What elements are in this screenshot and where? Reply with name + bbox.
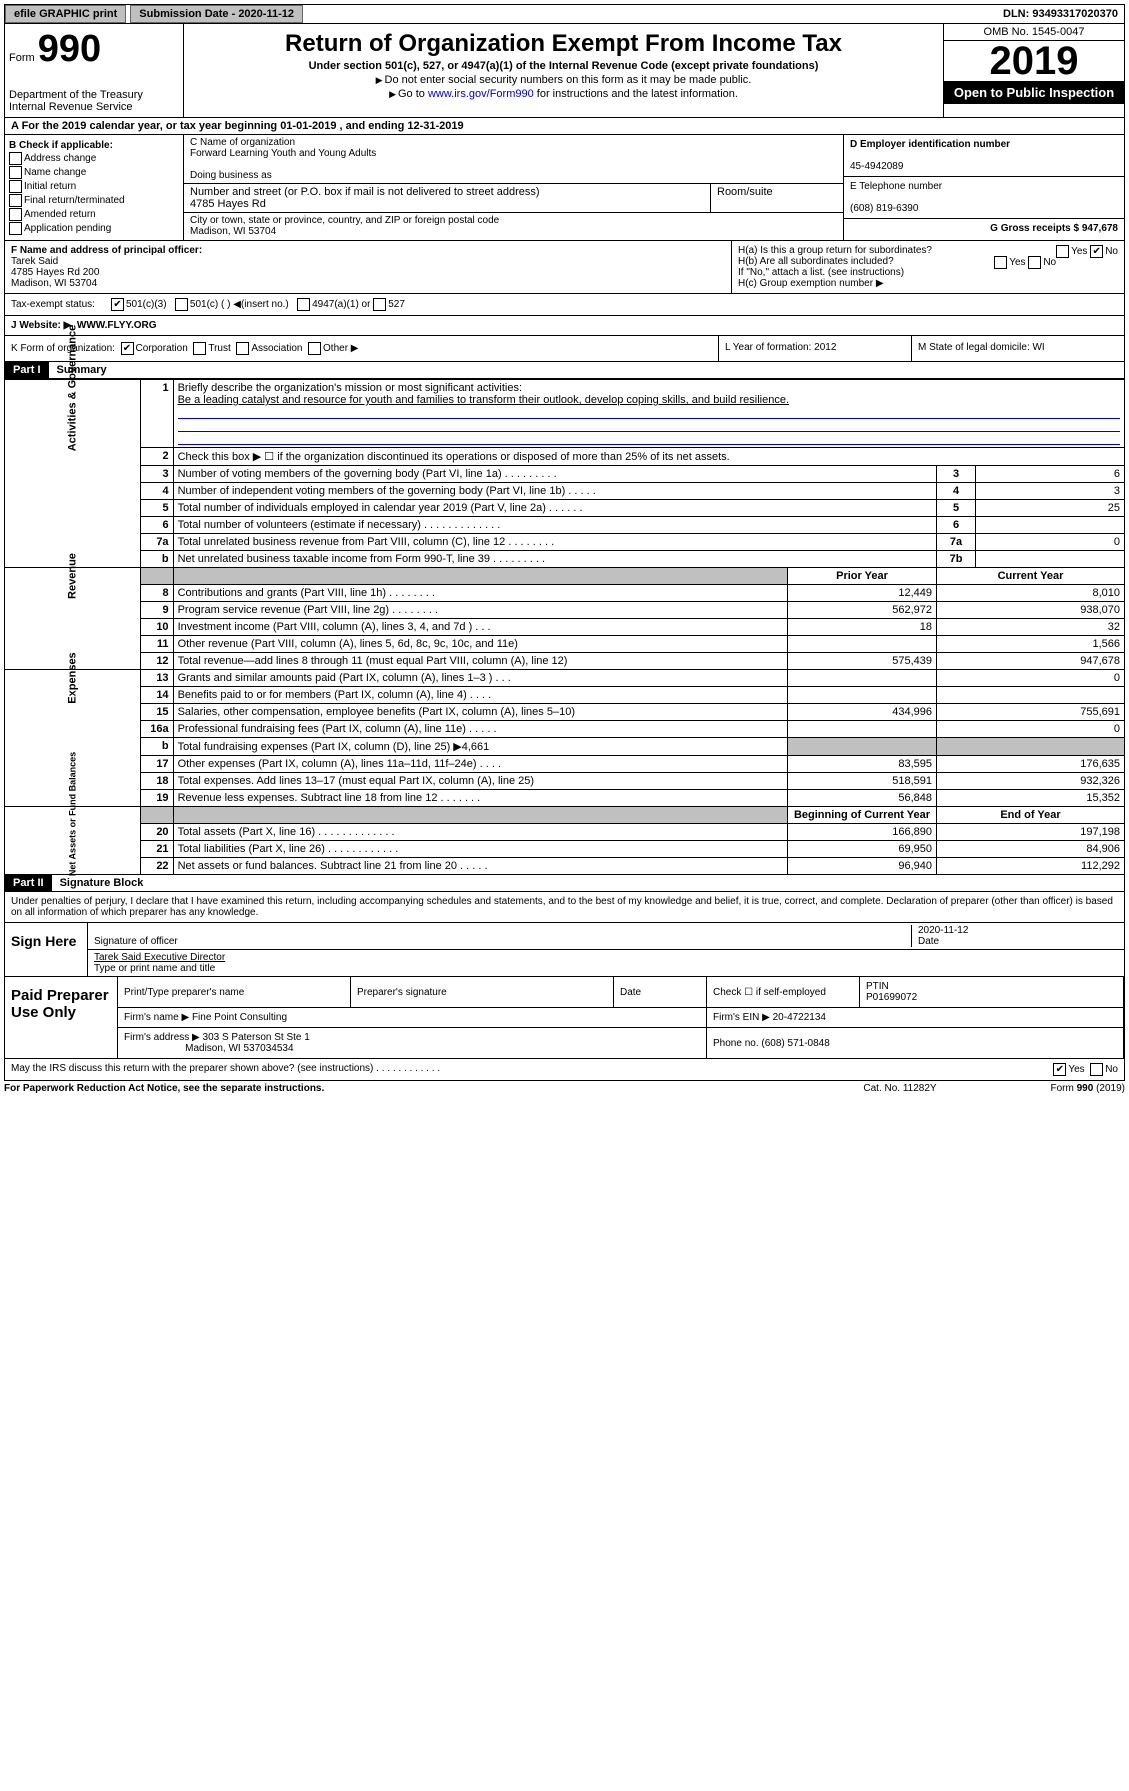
discuss-row: May the IRS discuss this return with the… bbox=[4, 1059, 1125, 1081]
f-h-row: F Name and address of principal officer:… bbox=[4, 241, 1125, 294]
form-id-block: Form 990 Department of the Treasury Inte… bbox=[5, 24, 184, 117]
header-sub: Under section 501(c), 527, or 4947(a)(1)… bbox=[188, 60, 939, 72]
form-title: Return of Organization Exempt From Incom… bbox=[188, 30, 939, 58]
gross-receipts: G Gross receipts $ 947,678 bbox=[850, 223, 1118, 234]
signature-block: Under penalties of perjury, I declare th… bbox=[4, 892, 1125, 977]
box-f: F Name and address of principal officer:… bbox=[5, 241, 732, 293]
form-header: Form 990 Department of the Treasury Inte… bbox=[4, 24, 1125, 118]
dept-treasury: Department of the Treasury bbox=[9, 89, 179, 101]
cb-name[interactable] bbox=[9, 166, 22, 179]
box-d-e-g: D Employer identification number 45-4942… bbox=[843, 135, 1124, 240]
val-7a: 0 bbox=[976, 534, 1125, 551]
row-a: A For the 2019 calendar year, or tax yea… bbox=[4, 118, 1125, 135]
mission-text: Be a leading catalyst and resource for y… bbox=[178, 394, 789, 406]
submission-date: Submission Date - 2020-11-12 bbox=[130, 5, 303, 23]
paid-preparer-block: Paid Preparer Use Only Print/Type prepar… bbox=[4, 977, 1125, 1059]
cb-app[interactable] bbox=[9, 222, 22, 235]
open-public: Open to Public Inspection bbox=[944, 81, 1124, 104]
cb-501c3[interactable] bbox=[111, 298, 124, 311]
year-formation: L Year of formation: 2012 bbox=[718, 336, 911, 361]
firm-ein: 20-4722134 bbox=[773, 1012, 826, 1023]
street-address: 4785 Hayes Rd bbox=[190, 198, 704, 210]
part2-header: Part II Signature Block bbox=[4, 875, 1125, 892]
footer: For Paperwork Reduction Act Notice, see … bbox=[4, 1081, 1125, 1096]
efile-button[interactable]: efile GRAPHIC print bbox=[5, 5, 126, 23]
cb-initial[interactable] bbox=[9, 180, 22, 193]
form-number: 990 bbox=[38, 28, 101, 70]
entity-block: B Check if applicable: Address change Na… bbox=[4, 135, 1125, 241]
tax-status-row: Tax-exempt status: 501(c)(3) 501(c) ( ) … bbox=[4, 294, 1125, 316]
topbar: efile GRAPHIC print Submission Date - 20… bbox=[4, 4, 1125, 24]
cb-discuss-yes[interactable] bbox=[1053, 1063, 1066, 1076]
irs-link[interactable]: www.irs.gov/Form990 bbox=[428, 88, 534, 100]
cb-final[interactable] bbox=[9, 194, 22, 207]
part1-header: Part I Summary bbox=[4, 362, 1125, 379]
cb-address[interactable] bbox=[9, 152, 22, 165]
officer-name: Tarek Said bbox=[11, 256, 725, 267]
org-name: Forward Learning Youth and Young Adults bbox=[190, 148, 837, 159]
k-row: K Form of organization: Corporation Trus… bbox=[4, 336, 1125, 362]
city-state-zip: Madison, WI 53704 bbox=[190, 226, 837, 237]
header-line1: Do not enter social security numbers on … bbox=[385, 74, 752, 86]
firm-phone: (608) 571-0848 bbox=[761, 1038, 829, 1049]
box-h: H(a) Is this a group return for subordin… bbox=[732, 241, 1124, 293]
header-center: Return of Organization Exempt From Incom… bbox=[184, 24, 943, 117]
website-url: WWW.FLYY.ORG bbox=[77, 320, 157, 331]
box-c: C Name of organization Forward Learning … bbox=[184, 135, 843, 240]
ein: 45-4942089 bbox=[850, 161, 1118, 172]
telephone: (608) 819-6390 bbox=[850, 203, 1118, 214]
val-5: 25 bbox=[976, 500, 1125, 517]
form-word: Form bbox=[9, 52, 35, 64]
box-b: B Check if applicable: Address change Na… bbox=[5, 135, 184, 240]
perjury-declaration: Under penalties of perjury, I declare th… bbox=[5, 892, 1124, 922]
val-4: 3 bbox=[976, 483, 1125, 500]
firm-name: Fine Point Consulting bbox=[192, 1012, 287, 1023]
header-right: OMB No. 1545-0047 2019 Open to Public In… bbox=[943, 24, 1124, 117]
irs-label: Internal Revenue Service bbox=[9, 101, 179, 113]
cb-amended[interactable] bbox=[9, 208, 22, 221]
tax-year: 2019 bbox=[944, 41, 1124, 81]
val-3: 6 bbox=[976, 466, 1125, 483]
website-row: J Website: ▶ WWW.FLYY.ORG bbox=[4, 316, 1125, 336]
officer-sig-name: Tarek Said Executive Director bbox=[94, 952, 225, 963]
state-domicile: M State of legal domicile: WI bbox=[911, 336, 1124, 361]
cb-discuss-no[interactable] bbox=[1090, 1063, 1103, 1076]
ptin: P01699072 bbox=[866, 992, 917, 1003]
summary-table: Activities & Governance 1 Briefly descri… bbox=[4, 379, 1125, 875]
dln: DLN: 93493317020370 bbox=[1003, 8, 1124, 20]
